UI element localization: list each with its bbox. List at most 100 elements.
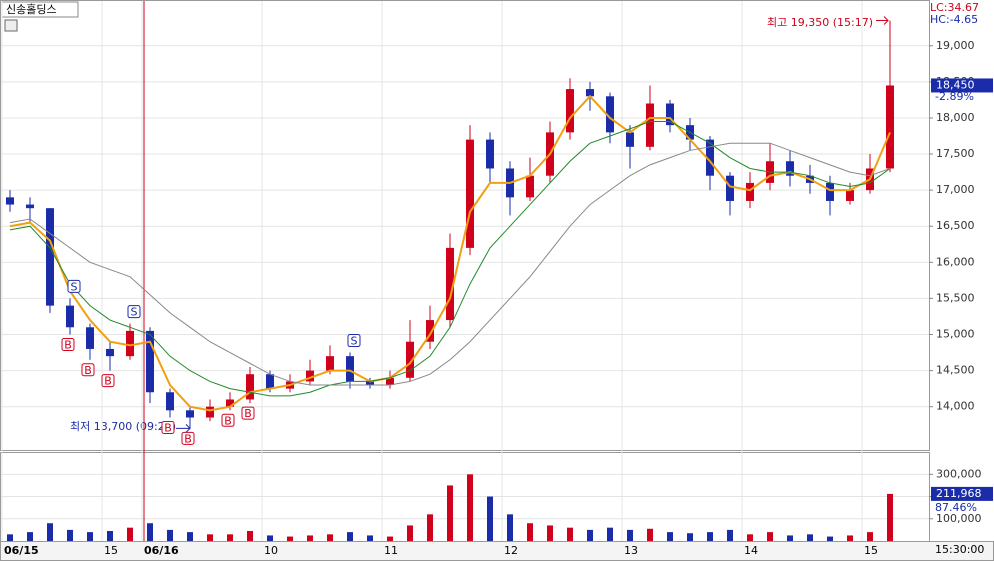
signal-box — [347, 334, 361, 348]
volume-bar — [847, 535, 853, 541]
last-price-box — [931, 78, 993, 93]
y-tick-label: 18,000 — [936, 111, 975, 124]
y-tick-label: 15,000 — [936, 328, 975, 341]
candle-body — [66, 305, 74, 328]
signal-label: B — [164, 422, 172, 435]
volume-bar — [87, 532, 93, 541]
signal-box — [221, 413, 235, 427]
signal-label: S — [131, 306, 138, 319]
y-tick-label: 15,500 — [936, 291, 975, 304]
volume-bar — [867, 532, 873, 541]
high-arrow — [876, 16, 889, 25]
volume-bar — [767, 532, 773, 541]
candle-body — [846, 190, 854, 201]
volume-bar — [727, 529, 733, 541]
volume-bar — [527, 523, 533, 541]
volume-bar — [887, 493, 893, 541]
y-tick-label: 16,500 — [936, 219, 975, 232]
candle-body — [346, 356, 354, 382]
candle-body — [746, 182, 754, 201]
signal-label: B — [104, 375, 112, 388]
candle-body — [886, 85, 894, 169]
signal-box — [81, 363, 95, 377]
volume-bar — [387, 536, 393, 541]
table-icon[interactable] — [4, 19, 18, 32]
time-label: 15:30:00 — [935, 543, 984, 556]
signal-box — [67, 279, 81, 293]
signal-label: B — [184, 432, 192, 445]
last-price: 18,450 — [936, 78, 975, 91]
candle-body — [366, 381, 374, 386]
y-tick-label: 19,000 — [936, 39, 975, 52]
x-tick-label: 11 — [384, 544, 398, 557]
signal-box — [61, 338, 75, 352]
volume-bar — [147, 523, 153, 541]
volume-bar — [327, 534, 333, 541]
candle-body — [46, 208, 54, 306]
x-tick-label: 06/16 — [144, 544, 179, 557]
candle-body — [786, 161, 794, 176]
signal-label: S — [351, 335, 358, 348]
moving-average — [9, 121, 891, 397]
signal-box — [127, 305, 141, 319]
candle-body — [266, 374, 274, 389]
title: 신송홀딩스 — [6, 3, 57, 16]
x-tick-label: 14 — [744, 544, 758, 557]
volume-bar — [627, 529, 633, 541]
lc: LC:34.67 — [930, 1, 979, 14]
candle-body — [426, 320, 434, 342]
candle-body — [446, 247, 454, 321]
y-tick-label: 14,000 — [936, 400, 975, 413]
candle-body — [826, 182, 834, 201]
signal-box — [181, 431, 195, 445]
x-tick-label: 10 — [264, 544, 278, 557]
volume-bar — [667, 532, 673, 541]
candle-body — [166, 392, 174, 411]
signal-label: B — [244, 407, 252, 420]
candle-body — [186, 410, 194, 418]
volume-bar — [267, 535, 273, 541]
high-note: 최고 19,350 (15:17) — [767, 16, 873, 29]
volume-bar — [287, 536, 293, 541]
candle-body — [226, 399, 234, 407]
x-tick-label: 15 — [104, 544, 118, 557]
volume-bar — [747, 534, 753, 541]
change: -2.89% — [935, 90, 974, 103]
volume-bar — [47, 523, 53, 541]
volume-bar — [67, 529, 73, 541]
candle-body — [566, 89, 574, 133]
y-tick-label: 14,500 — [936, 364, 975, 377]
candle-body — [646, 103, 654, 147]
candle-body — [306, 370, 314, 382]
signal-box — [101, 374, 115, 388]
candle-body — [386, 377, 394, 386]
candle-body — [146, 330, 154, 393]
volume-bar — [227, 534, 233, 541]
volume-bar — [467, 474, 473, 541]
volume-bar — [307, 535, 313, 541]
candle-body — [626, 132, 634, 147]
y-tick-label: 300,000 — [936, 467, 982, 480]
hc: HC:-4.65 — [930, 13, 978, 26]
volume-bar — [687, 533, 693, 541]
candle-body — [466, 139, 474, 248]
volume-bar — [607, 527, 613, 541]
volume-ratio: 87.46% — [935, 501, 977, 514]
volume-bar — [207, 534, 213, 541]
y-tick-label: 17,000 — [936, 183, 975, 196]
x-tick-label: 15 — [864, 544, 878, 557]
volume-bar — [7, 534, 13, 541]
last-volume: 211,968 — [936, 487, 982, 500]
x-tick-label: 13 — [624, 544, 638, 557]
volume-bar — [27, 532, 33, 541]
y-tick-label: 100,000 — [936, 512, 982, 525]
volume-bar — [127, 527, 133, 541]
y-tick-label: 17,500 — [936, 147, 975, 160]
low-note: 최저 13,700 (09:24) — [70, 420, 176, 433]
volume-bar — [487, 496, 493, 541]
price-panel — [0, 0, 930, 451]
candle-body — [486, 139, 494, 169]
moving-average — [9, 142, 891, 386]
x-tick-label: 06/15 — [4, 544, 39, 557]
volume-bar — [587, 529, 593, 541]
